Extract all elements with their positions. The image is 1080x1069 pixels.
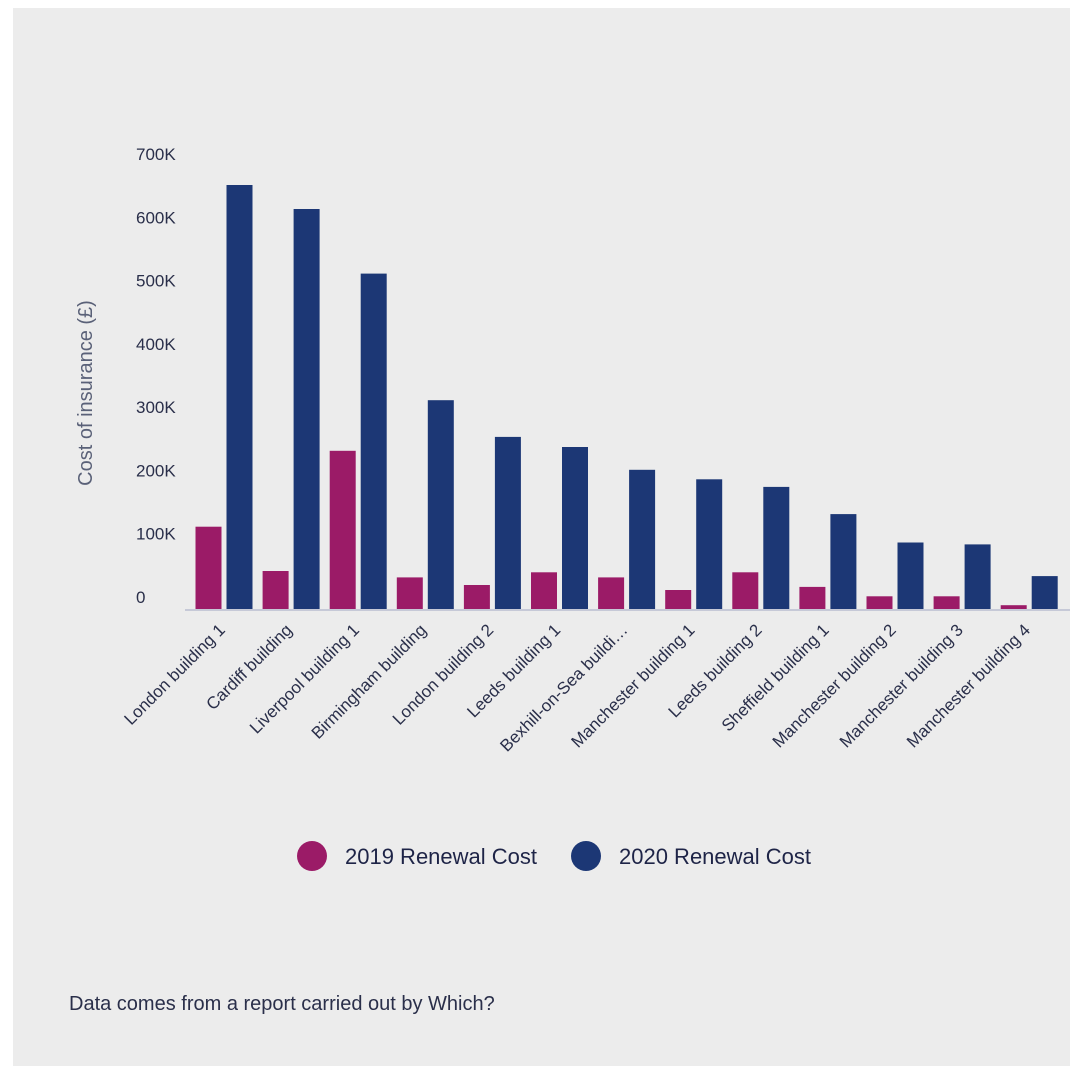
source-footnote: Data comes from a report carried out by … xyxy=(69,993,495,1015)
x-category-label: London building 1 xyxy=(120,620,228,728)
y-tick-label: 400K xyxy=(136,335,176,354)
bar-2019 xyxy=(195,526,222,609)
x-category-label: Bexhill-on-Sea buildi… xyxy=(496,620,631,755)
bar-2020 xyxy=(897,542,924,609)
x-category-label: Manchester building 4 xyxy=(903,620,1034,751)
bar-2020 xyxy=(1031,576,1058,609)
y-tick-label: 100K xyxy=(136,525,176,544)
y-tick-label: 0 xyxy=(136,588,145,607)
bar-2020 xyxy=(427,400,454,609)
legend-label: 2020 Renewal Cost xyxy=(619,844,811,869)
bar-2019 xyxy=(799,586,826,609)
bar-2020 xyxy=(964,544,991,609)
bar-2019 xyxy=(531,572,557,609)
bar-2020 xyxy=(360,273,387,609)
bar-2019 xyxy=(665,590,692,609)
legend-swatch xyxy=(571,841,601,871)
y-tick-label: 600K xyxy=(136,208,176,227)
bar-2019 xyxy=(598,577,625,609)
bar-2019 xyxy=(866,596,893,609)
y-tick-label: 500K xyxy=(136,272,176,291)
bar-2019 xyxy=(329,450,356,609)
x-category-label: Birmingham building xyxy=(308,620,430,742)
bar-2020 xyxy=(226,185,253,609)
bar-2020 xyxy=(562,447,588,609)
y-tick-label: 200K xyxy=(136,461,176,480)
bar-2019 xyxy=(262,571,289,609)
bar-2019 xyxy=(1000,605,1027,609)
chart-panel xyxy=(13,8,1070,1066)
bar-2020 xyxy=(763,486,790,609)
bar-2019 xyxy=(933,596,960,609)
bar-2020 xyxy=(494,436,521,609)
bar-2020 xyxy=(293,209,320,609)
x-category-label: Manchester building 1 xyxy=(567,620,698,751)
y-axis-title: Cost of insurance (£) xyxy=(75,300,97,486)
legend: 2019 Renewal Cost 2020 Renewal Cost xyxy=(297,841,811,871)
bars xyxy=(195,185,1058,609)
y-axis-ticks: 0 100K 200K 300K 400K 500K 600K 700K xyxy=(136,145,176,607)
x-category-label: Manchester building 3 xyxy=(836,620,967,751)
bar-2020 xyxy=(830,514,857,609)
bar-2019 xyxy=(732,572,759,609)
legend-swatch xyxy=(297,841,327,871)
y-tick-label: 300K xyxy=(136,398,176,417)
y-tick-label: 700K xyxy=(136,145,176,164)
x-category-label: Manchester building 2 xyxy=(769,620,900,751)
bar-2019 xyxy=(396,577,423,609)
legend-label: 2019 Renewal Cost xyxy=(345,844,537,869)
bar-2020 xyxy=(629,469,656,609)
bar-2020 xyxy=(696,479,723,609)
bar-2019 xyxy=(463,585,490,609)
